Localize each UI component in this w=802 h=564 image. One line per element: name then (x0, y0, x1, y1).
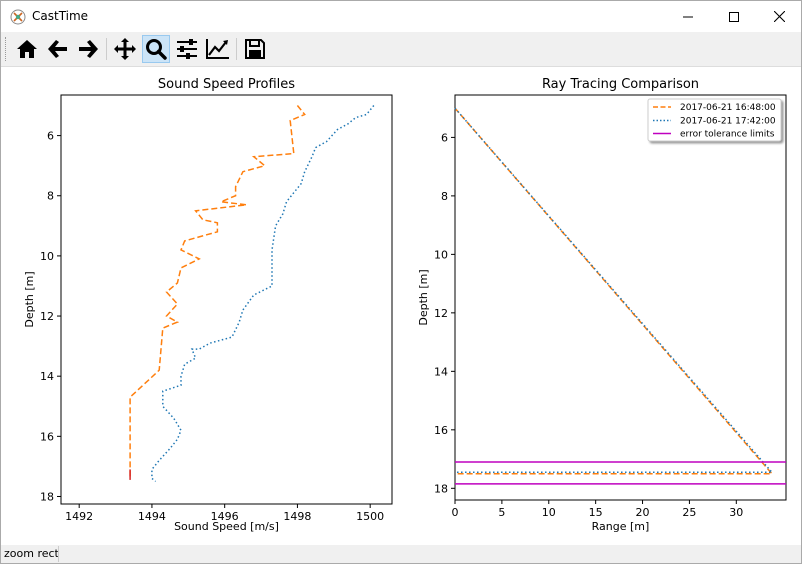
series-line (129, 105, 306, 479)
edit-axis-icon (206, 39, 229, 59)
forward-icon (79, 40, 98, 58)
back-button[interactable] (44, 35, 72, 63)
zoom-button[interactable] (142, 35, 170, 63)
minimize-button[interactable] (665, 1, 711, 32)
toolbar-grip (5, 37, 9, 61)
y-tick-label: 18 (434, 482, 448, 495)
axes: 1492 1494 1496 1498 1500 6 8 10 12 14 16 18 (40, 130, 384, 523)
y-tick-label: 16 (434, 424, 448, 437)
window-title: CastTime (32, 9, 89, 23)
legend-label: 2017-06-21 16:48:00 (680, 103, 776, 113)
figure: Sound Speed Profiles 1492 1494 1496 1498 150… (23, 77, 787, 533)
y-tick-label: 10 (434, 248, 448, 261)
y-tick-label: 6 (441, 131, 448, 144)
y-tick-label: 16 (40, 430, 54, 443)
x-tick-label: 25 (682, 506, 696, 519)
legend: 2017-06-21 16:48:00 2017-06-21 17:42:00 … (647, 98, 782, 142)
pan-icon (114, 38, 136, 60)
save-icon (245, 39, 265, 59)
series-line (454, 107, 774, 473)
status-divider (58, 546, 59, 562)
y-axis-label: Depth [m] (417, 269, 430, 325)
x-axis-label: Sound Speed [m/s] (174, 520, 279, 533)
x-tick-label: 30 (729, 506, 743, 519)
toolbar-separator (236, 38, 237, 60)
status-bar: zoom rect (1, 545, 801, 563)
maximize-icon (729, 11, 739, 22)
y-tick-label: 12 (40, 310, 54, 323)
y-tick-label: 18 (40, 490, 54, 503)
y-tick-label: 14 (40, 370, 54, 383)
y-tick-label: 10 (40, 250, 54, 263)
y-tick-label: 8 (441, 190, 448, 203)
x-tick-label: 20 (636, 506, 650, 519)
x-tick-label: 10 (542, 506, 556, 519)
x-tick-label: 5 (498, 506, 505, 519)
pan-button[interactable] (111, 35, 139, 63)
minimize-icon (683, 16, 693, 17)
toolbar-separator (106, 38, 107, 60)
zoom-icon (146, 39, 167, 60)
casttime-app-icon (10, 9, 26, 25)
y-tick-label: 6 (47, 130, 54, 143)
x-tick-label: 1496 (211, 510, 239, 523)
close-icon (773, 11, 785, 22)
x-tick-label: 15 (589, 506, 603, 519)
configure-subplots-button[interactable] (173, 35, 201, 63)
x-tick-label: 1500 (356, 510, 384, 523)
legend-label: error tolerance limits (680, 130, 775, 140)
status-text: zoom rect (4, 547, 59, 560)
plot-frame (60, 94, 393, 505)
plot-lines (454, 107, 786, 485)
y-tick-label: 8 (47, 190, 54, 203)
y-axis-label: Depth [m] (23, 271, 36, 327)
home-button[interactable] (13, 35, 41, 63)
x-tick-label: 1492 (65, 510, 93, 523)
x-tick-label: 1498 (283, 510, 311, 523)
title-bar: CastTime (1, 1, 801, 32)
x-axis-label: Range [m] (592, 520, 650, 533)
configure-subplots-icon (177, 39, 197, 59)
legend-label: 2017-06-21 17:42:00 (680, 117, 776, 127)
axes: 0 5 10 15 20 25 30 6 8 10 12 14 16 18 (434, 131, 743, 519)
plot-lines (129, 105, 375, 482)
y-tick-label: 12 (434, 307, 448, 320)
chart-title: Sound Speed Profiles (158, 77, 295, 92)
maximize-button[interactable] (711, 1, 757, 32)
series-line (454, 107, 774, 475)
edit-axis-button[interactable] (204, 35, 232, 63)
y-tick-label: 14 (434, 365, 448, 378)
navigation-toolbar (1, 32, 801, 67)
back-icon (48, 40, 67, 58)
save-button[interactable] (241, 35, 269, 63)
figure-canvas[interactable]: Sound Speed Profiles 1492 1494 1496 1498 150… (1, 67, 801, 544)
legend-box (647, 98, 782, 142)
x-tick-label: 0 (452, 506, 459, 519)
chart-title: Ray Tracing Comparison (542, 77, 699, 92)
x-tick-label: 1494 (138, 510, 166, 523)
series-line (151, 105, 375, 482)
plot-frame (454, 94, 787, 501)
forward-button[interactable] (74, 35, 102, 63)
close-button[interactable] (756, 1, 802, 32)
home-icon (17, 40, 37, 58)
